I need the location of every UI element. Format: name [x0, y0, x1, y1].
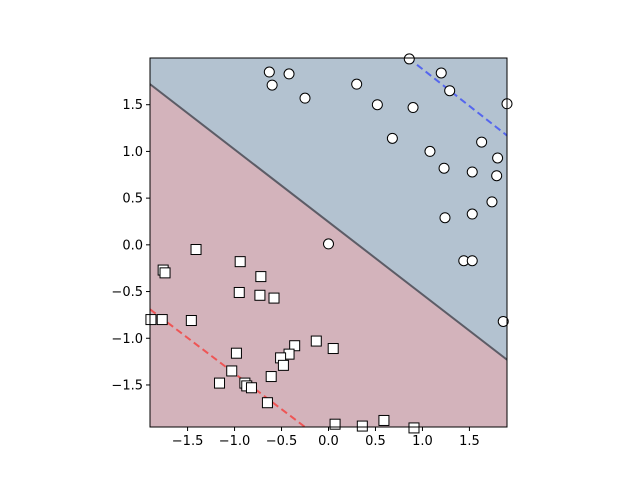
data-point-circle: [407, 102, 419, 114]
data-point-circle: [386, 132, 398, 144]
data-point-circle: [351, 78, 363, 90]
data-point-square: [310, 335, 322, 347]
data-point-square: [327, 343, 339, 355]
data-point-circle: [283, 68, 295, 80]
y-tick-label: −0.5: [111, 285, 143, 300]
region-circle: [150, 58, 507, 360]
data-point-circle: [263, 66, 275, 78]
data-point-circle: [466, 208, 478, 220]
data-point-circle: [466, 166, 478, 178]
y-tick-label: 1.5: [122, 98, 143, 113]
data-point-square: [226, 365, 238, 377]
data-point-circle: [438, 162, 450, 174]
data-point-square: [378, 414, 390, 426]
data-point-square: [265, 371, 277, 383]
data-point-square: [356, 420, 368, 432]
x-tick-label: 1.5: [459, 434, 480, 449]
data-point-square: [277, 359, 289, 371]
data-point-square: [145, 314, 157, 326]
data-point-circle: [444, 85, 456, 97]
data-point-square: [230, 347, 242, 359]
data-point-circle: [439, 212, 451, 224]
y-tick-label: 1.0: [122, 145, 143, 160]
data-point-circle: [476, 136, 488, 148]
data-point-circle: [491, 170, 503, 182]
y-tick-label: 0.0: [122, 238, 143, 253]
data-point-square: [268, 292, 280, 304]
data-point-square: [254, 289, 266, 301]
margin-line-0: [407, 58, 507, 137]
y-tick-label: −1.0: [111, 332, 143, 347]
data-point-circle: [435, 67, 447, 79]
data-point-square: [289, 340, 301, 352]
x-tick-label: −0.5: [266, 434, 298, 449]
data-point-circle: [266, 79, 278, 91]
data-point-square: [214, 377, 226, 389]
data-point-square: [190, 244, 202, 256]
data-point-square: [261, 397, 273, 409]
decision-boundary-line: [150, 83, 507, 361]
data-point-circle: [492, 152, 504, 164]
y-tick-label: 0.5: [122, 192, 143, 207]
data-point-circle: [403, 53, 415, 65]
data-point-circle: [299, 92, 311, 104]
data-point-circle: [497, 315, 509, 327]
x-tick-label: −1.5: [172, 434, 204, 449]
data-point-square: [234, 256, 246, 268]
data-point-square: [185, 315, 197, 327]
x-tick-label: 1.0: [412, 434, 433, 449]
data-point-circle: [486, 196, 498, 208]
y-tick-label: −1.5: [111, 378, 143, 393]
data-point-circle: [466, 255, 478, 267]
data-point-circle: [323, 238, 334, 250]
data-point-square: [233, 286, 245, 298]
data-point-square: [156, 314, 168, 326]
x-tick-label: −1.0: [219, 434, 251, 449]
x-tick-label: 0.5: [365, 434, 386, 449]
x-tick-label: 0.0: [318, 434, 339, 449]
data-point-circle: [371, 99, 383, 111]
data-point-square: [408, 422, 420, 434]
region-square: [150, 84, 507, 427]
data-point-square: [329, 418, 341, 430]
data-point-square: [255, 271, 267, 283]
data-point-circle: [424, 145, 436, 157]
data-point-square: [245, 382, 257, 394]
data-point-square: [159, 267, 171, 279]
